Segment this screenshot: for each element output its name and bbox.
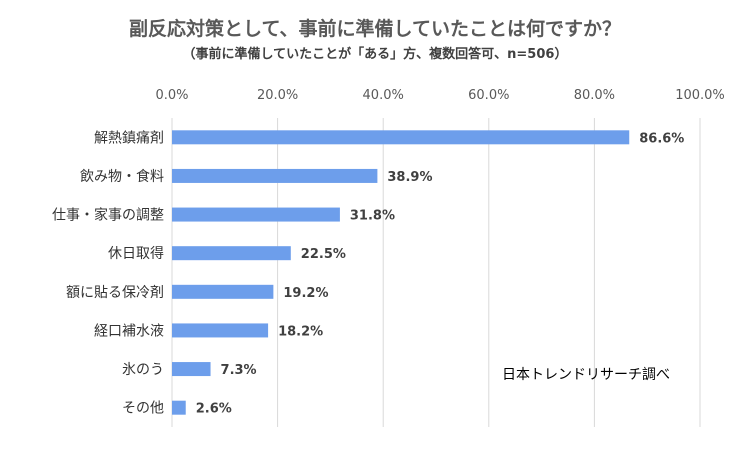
chart-title: 副反応対策として、事前に準備していたことは何ですか？ [129, 18, 621, 40]
source-credit: 日本トレンドリサーチ調べ [502, 367, 670, 383]
bar [172, 246, 291, 261]
value-label: 38.9% [387, 170, 432, 185]
x-tick-label: 20.0% [257, 88, 298, 103]
value-label: 19.2% [283, 286, 328, 301]
x-tick-label: 60.0% [468, 88, 509, 103]
x-tick-label: 100.0% [675, 88, 725, 103]
category-label: 額に貼る保冷剤 [66, 285, 164, 301]
value-label: 18.2% [278, 324, 323, 339]
category-label: 解熱鎮痛剤 [94, 129, 164, 146]
category-label: 飲み物・食料 [80, 168, 164, 185]
category-label: 休日取得 [108, 245, 164, 262]
category-label: その他 [122, 401, 164, 417]
bar [172, 207, 340, 222]
x-tick-label: 80.0% [574, 88, 615, 103]
chart-subtitle: （事前に準備していたことが「ある」方、複数回答可、n=506） [182, 47, 568, 62]
category-label: 経口補水液 [94, 323, 164, 339]
value-label: 31.8% [350, 209, 395, 224]
category-label: 仕事・家事の調整 [52, 207, 164, 224]
x-tick-label: 40.0% [363, 88, 404, 103]
category-label: 氷のう [122, 362, 164, 378]
bar [172, 400, 186, 415]
value-label: 2.6% [196, 402, 232, 417]
bar [172, 362, 211, 377]
value-label: 22.5% [301, 247, 346, 262]
value-label: 7.3% [221, 363, 257, 378]
bar [172, 130, 630, 145]
bar [172, 168, 378, 183]
bar [172, 323, 269, 338]
bar [172, 284, 274, 299]
x-tick-label: 0.0% [155, 88, 188, 103]
value-label: 86.6% [639, 131, 684, 146]
